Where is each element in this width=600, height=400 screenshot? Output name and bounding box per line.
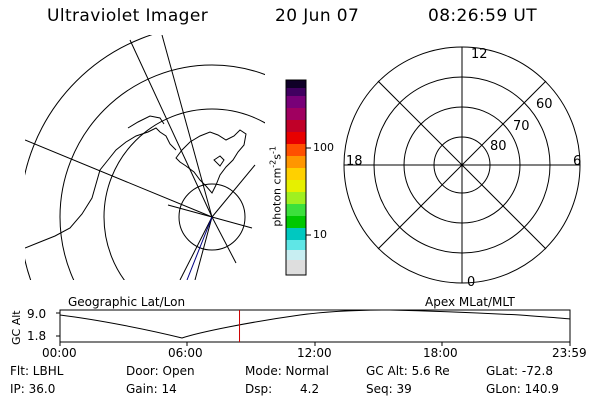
alt-xtick: 18:00: [423, 346, 458, 360]
meridian-line: [211, 216, 237, 264]
mlat-label-70: 70: [513, 119, 530, 134]
coastline: [213, 155, 225, 167]
mode-status: Mode: Normal: [245, 364, 329, 378]
unit-text: photon cm: [270, 167, 284, 227]
meridian-line: [179, 216, 213, 280]
alt-xtick: 00:00: [42, 346, 77, 360]
meridian-line: [194, 216, 213, 280]
geographic-map: [25, 35, 265, 280]
alt-ytick-9: 9.0: [27, 307, 47, 321]
colorbar-tick-10: 10: [313, 228, 327, 241]
mlt-label-6: 6: [573, 154, 582, 169]
meridian-line: [211, 164, 256, 218]
meridian-line: [211, 216, 253, 229]
geographic-label: Geographic Lat/Lon: [68, 295, 186, 309]
colorbar-tick-100: 100: [313, 141, 334, 154]
time-label: 08:26:59 UT: [428, 6, 537, 26]
alt-xtick: 23:59: [552, 346, 587, 360]
meridian-line: [129, 39, 213, 218]
lat-circle: [59, 64, 265, 280]
mlt-label-12: 12: [471, 47, 488, 62]
mlt-label-18: 18: [346, 154, 363, 169]
glat-status: GLat: -72.8: [486, 364, 553, 378]
seq-status: Seq: 39: [366, 382, 412, 396]
dsp-value: 4.2: [300, 382, 320, 396]
altitude-plot: [56, 309, 571, 346]
orbit-track: [186, 216, 213, 280]
mlat-label-60: 60: [536, 97, 553, 112]
date-label: 20 Jun 07: [275, 6, 360, 26]
alt-ylabel: GC Alt: [10, 310, 23, 345]
unit-exp1: -2: [268, 159, 278, 168]
instrument-title: Ultraviolet Imager: [47, 6, 209, 26]
polar-plot: [343, 46, 581, 284]
meridian-line: [161, 35, 213, 218]
mlt-label-0: 0: [467, 275, 476, 290]
lat-circle: [103, 108, 265, 280]
gain-status: Gain: 14: [126, 382, 177, 396]
mlt-line: [377, 80, 547, 250]
lat-circle: [178, 183, 246, 251]
door-status: Door: Open: [126, 364, 195, 378]
mlat-label-80: 80: [490, 139, 507, 154]
coastline: [175, 129, 247, 194]
unit-s: s: [270, 153, 284, 160]
lat-circle: [25, 35, 153, 280]
coastline: [25, 127, 177, 249]
meridian-line: [167, 204, 213, 218]
colorbar: [285, 79, 311, 276]
alt-xtick: 06:00: [168, 346, 203, 360]
apex-label: Apex MLat/MLT: [425, 295, 515, 309]
ip-status: IP: 36.0: [10, 382, 56, 396]
colorbar-unit-label: photon cm-2s-1: [269, 131, 284, 241]
alt-ytick-1.8: 1.8: [27, 329, 47, 343]
filter-status: Flt: LBHL: [10, 364, 64, 378]
glon-status: GLon: 140.9: [486, 382, 559, 396]
gc-alt-status: GC Alt: 5.6 Re: [366, 364, 450, 378]
alt-xtick: 12:00: [297, 346, 332, 360]
coastline: [127, 115, 165, 129]
altitude-curve: [60, 310, 570, 339]
unit-exp2: -1: [268, 146, 278, 154]
meridian-line: [25, 139, 213, 218]
dsp-label: Dsp:: [245, 382, 273, 396]
